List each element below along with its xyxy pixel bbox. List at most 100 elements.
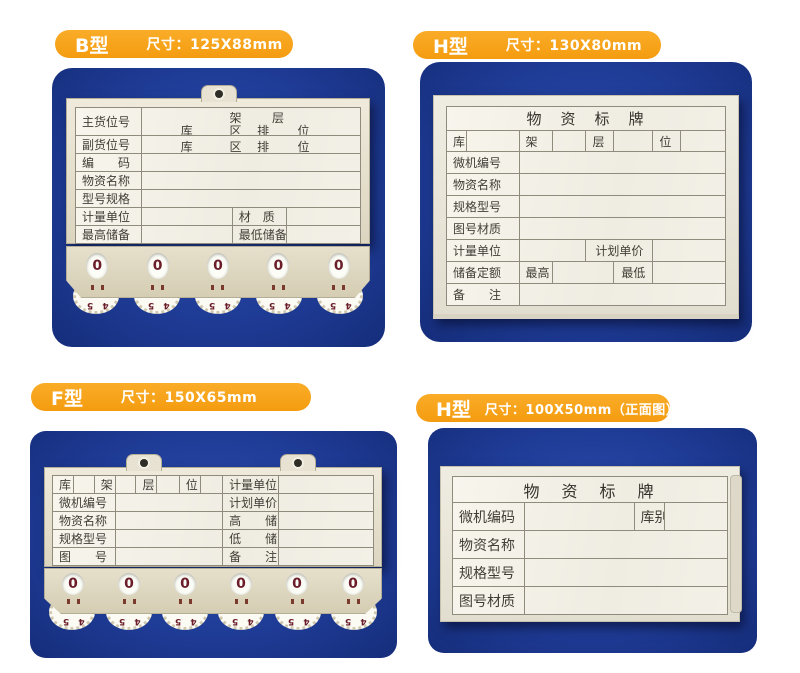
- counter-dial[interactable]: 0: [196, 247, 240, 290]
- b-card-table: 主货位号 架 层 库 区 排 位 副货位号: [75, 107, 362, 244]
- counter-dial[interactable]: 0: [136, 247, 180, 290]
- hang-tab: [201, 85, 237, 102]
- wheel-digits: 4 5: [172, 616, 197, 626]
- size-label-f: 尺寸：150X65mm: [120, 390, 258, 406]
- dial-tick-marks: [51, 599, 95, 604]
- main-location-label: 主货位号: [75, 107, 142, 136]
- f-card-table: 库 架 层 位 计量单位 微机编号 计划单价: [52, 475, 374, 566]
- spec-model-cell: [518, 195, 727, 218]
- counter-dial[interactable]: 0: [107, 569, 151, 604]
- material-name-label: 物资名称: [75, 171, 142, 190]
- shelf-label: 架: [518, 130, 554, 152]
- photo-h1-card: 物 资 标 牌 库 架 层 位 微机编号 物资名称: [420, 62, 752, 342]
- material-quality-cell: [285, 207, 362, 226]
- spec-model-cell: [114, 529, 224, 548]
- zone-char: 区: [229, 140, 242, 154]
- unit-cell: [518, 239, 587, 262]
- warehouse-label: 库: [446, 130, 467, 152]
- high-stock-cell: [278, 511, 374, 530]
- wheel-digits: 4 5: [205, 300, 231, 310]
- material-name-label: 物资名称: [52, 511, 116, 530]
- min-cell: [652, 261, 726, 284]
- spec-model-label: 规格型号: [52, 529, 116, 548]
- code-value-cell: [140, 153, 362, 172]
- photo-b-card: 主货位号 架 层 库 区 排 位 副货位号: [52, 68, 385, 347]
- shelf-char: 架: [229, 111, 242, 125]
- row-char: 排: [257, 140, 270, 154]
- computer-no-label: 微机编号: [52, 493, 116, 512]
- dial-window: 0: [174, 573, 196, 595]
- material-quality-label: 材 质: [231, 207, 287, 226]
- drawing-no-label: 图 号: [52, 547, 116, 566]
- f-dial-zone: 0 0 0 0 0 0 4 5 4 5 4 5 4 5 4 5 4 5: [44, 568, 382, 630]
- h1-card-table: 物 资 标 牌 库 架 层 位 微机编号 物资名称: [446, 106, 727, 306]
- counter-dial[interactable]: 0: [219, 569, 263, 604]
- shelf-label: 架: [93, 475, 116, 494]
- dial-tick-marks: [317, 285, 361, 290]
- dial-strip: 0 0 0 0 0: [66, 246, 370, 298]
- photo-f-card: 库 架 层 位 计量单位 微机编号 计划单价: [30, 431, 397, 658]
- warehouse-cell: [72, 475, 95, 494]
- plan-price-cell: [278, 493, 374, 512]
- drawing-material-cell: [523, 586, 728, 615]
- material-name-cell: [518, 173, 727, 196]
- layer-cell: [613, 130, 654, 152]
- h2-card-frame: 物 资 标 牌 微机编码 库别 物资名称 规格型号 图号材质: [440, 466, 742, 622]
- side-rail: [730, 475, 742, 613]
- max-stock-cell: [140, 225, 233, 244]
- counter-dial[interactable]: 0: [256, 247, 300, 290]
- counter-dial[interactable]: 0: [51, 569, 95, 604]
- dial-strip: 0 0 0 0 0 0: [44, 568, 382, 614]
- min-label: 最低: [613, 261, 654, 284]
- unit-label: 计量单位: [222, 475, 280, 494]
- dial-window: 0: [327, 253, 350, 279]
- layer-cell: [156, 475, 180, 494]
- plan-price-cell: [652, 239, 726, 262]
- shelf-cell: [551, 130, 587, 152]
- hang-tab: [125, 454, 162, 471]
- dial-window: 0: [342, 573, 364, 595]
- row-char: 排: [257, 124, 270, 136]
- spec-model-label: 规格型号: [446, 195, 520, 218]
- sub-location-label: 副货位号: [75, 135, 142, 154]
- min-stock-label: 最低储备: [231, 225, 287, 244]
- size-label-h1: 尺寸：130X80mm: [505, 38, 643, 54]
- low-stock-label: 低 储: [222, 529, 280, 548]
- computer-no-cell: [114, 493, 224, 512]
- dial-window: 0: [86, 253, 109, 279]
- dial-window: 0: [230, 573, 252, 595]
- computer-code-cell: [523, 502, 635, 531]
- counter-dial[interactable]: 0: [163, 569, 207, 604]
- label-pill-f: F型 尺寸：150X65mm: [31, 383, 311, 411]
- drawing-material-label: 图号材质: [452, 586, 525, 615]
- warehouse-label: 库: [52, 475, 74, 494]
- dial-window: 0: [206, 253, 229, 279]
- dial-tick-marks: [136, 285, 180, 290]
- label-pill-h1: H型 尺寸：130X80mm: [413, 31, 661, 59]
- h1-card-frame: 物 资 标 牌 库 架 层 位 微机编号 物资名称: [433, 95, 739, 319]
- slot-char: 位: [297, 124, 310, 136]
- drawing-material-label: 图号材质: [446, 217, 520, 240]
- card-title: 物 资 标 牌: [452, 476, 728, 503]
- hang-hole: [294, 459, 303, 467]
- type-label-f: F型: [51, 387, 83, 410]
- counter-dial[interactable]: 0: [331, 569, 375, 604]
- layer-char: 层: [272, 111, 285, 125]
- computer-no-cell: [518, 151, 727, 174]
- counter-dial[interactable]: 0: [275, 569, 319, 604]
- max-stock-label: 最高储备: [75, 225, 142, 244]
- label-pill-b: B型 尺寸：125X88mm: [55, 30, 293, 58]
- code-label: 编 码: [75, 153, 142, 172]
- model-spec-label: 型号规格: [75, 189, 142, 208]
- plan-price-label: 计划单价: [222, 493, 280, 512]
- dial-tick-marks: [275, 599, 319, 604]
- wheel-digits: 4 5: [327, 300, 352, 310]
- material-name-label: 物资名称: [446, 173, 520, 196]
- counter-dial[interactable]: 0: [317, 247, 361, 290]
- spec-model-cell: [523, 558, 728, 587]
- counter-dial[interactable]: 0: [75, 247, 119, 290]
- main-location-cell: 架 层 库 区 排 位: [140, 107, 362, 136]
- remark-label: 备 注: [446, 283, 520, 306]
- card-title: 物 资 标 牌: [446, 106, 726, 131]
- warehouse-type-label: 库别: [633, 502, 665, 531]
